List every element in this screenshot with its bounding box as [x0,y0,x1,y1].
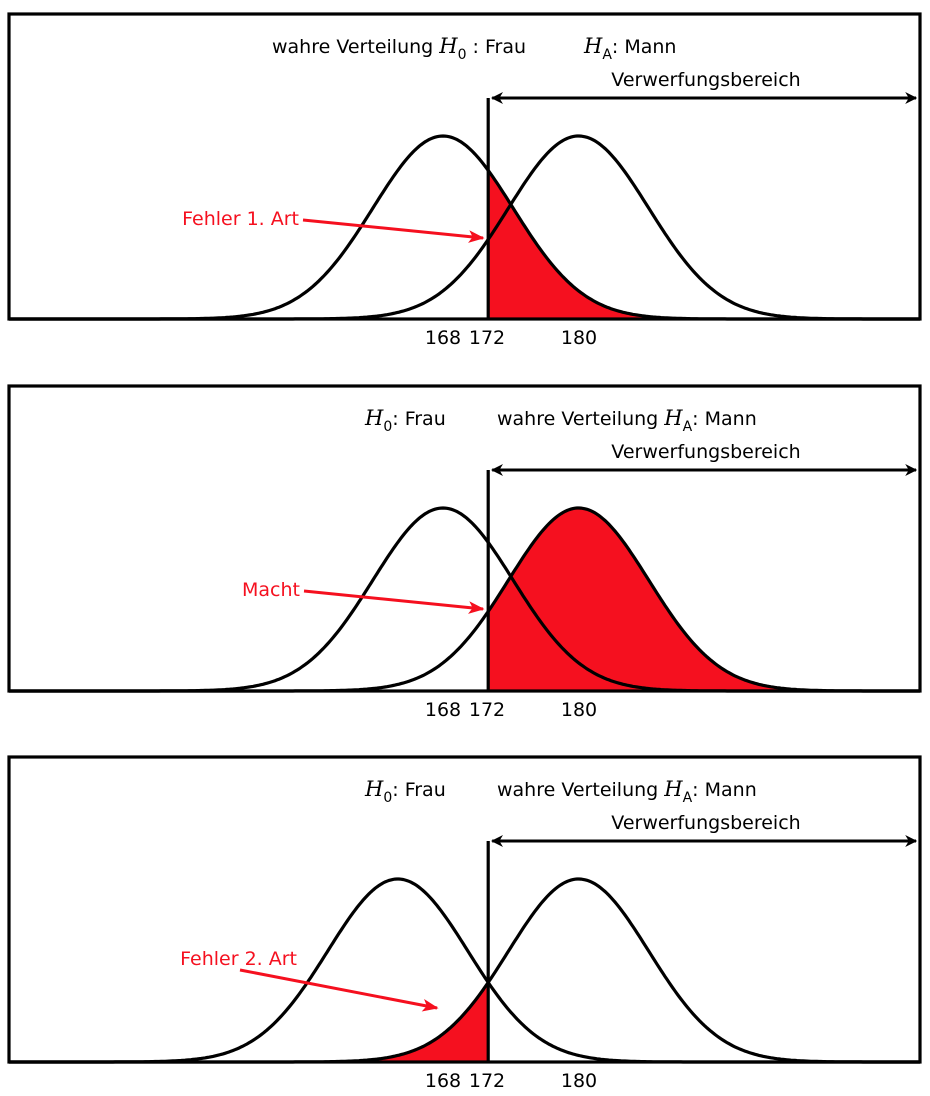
h0-label: H0: Frau [364,777,446,806]
tick-label-172: 172 [469,699,505,721]
tick-label-168: 168 [425,327,461,349]
curve-h0 [9,134,920,321]
panel-2: Verwerfungsbereich H0: Frau wahre Verteilu… [7,384,922,721]
tick-label-180: 180 [561,699,597,721]
tick-label-168: 168 [425,699,461,721]
shaded-area [9,982,489,1062]
ha-label: HA: Mann [583,34,676,63]
curve-ha [9,134,920,321]
curve-ha [9,506,920,693]
panel-3: Verwerfungsbereich H0: Frau wahre Verteilu… [7,755,922,1092]
panel-frame [7,12,922,321]
panel-1: Verwerfungsbereich wahre Verteilung H0 : … [7,12,922,349]
annotation-label: Fehler 1. Art [182,208,299,230]
h0-label: H0: Frau [364,406,446,435]
annotation-label: Fehler 2. Art [180,948,297,970]
tick-label-180: 180 [561,1070,597,1092]
shaded-area [488,170,920,319]
tick-label-172: 172 [469,1070,505,1092]
annotation-arrow [303,589,485,614]
rejection-label: Verwerfungsbereich [611,812,800,834]
tick-label-168: 168 [425,1070,461,1092]
annotation-arrow [302,218,485,243]
rejection-label: Verwerfungsbereich [611,69,800,91]
shaded-area [488,508,920,691]
panel-frame [7,755,922,1064]
rejection-label: Verwerfungsbereich [611,441,800,463]
curve-h0 [9,506,920,693]
annotation-label: Macht [242,579,300,601]
ha-label: wahre Verteilung HA: Mann [497,406,757,435]
annotation-arrow [239,968,439,1012]
tick-label-172: 172 [469,327,505,349]
panel-frame [7,384,922,693]
ha-label: wahre Verteilung HA: Mann [497,777,757,806]
tick-label-180: 180 [561,327,597,349]
h0-label: wahre Verteilung H0 : Frau [272,34,526,63]
